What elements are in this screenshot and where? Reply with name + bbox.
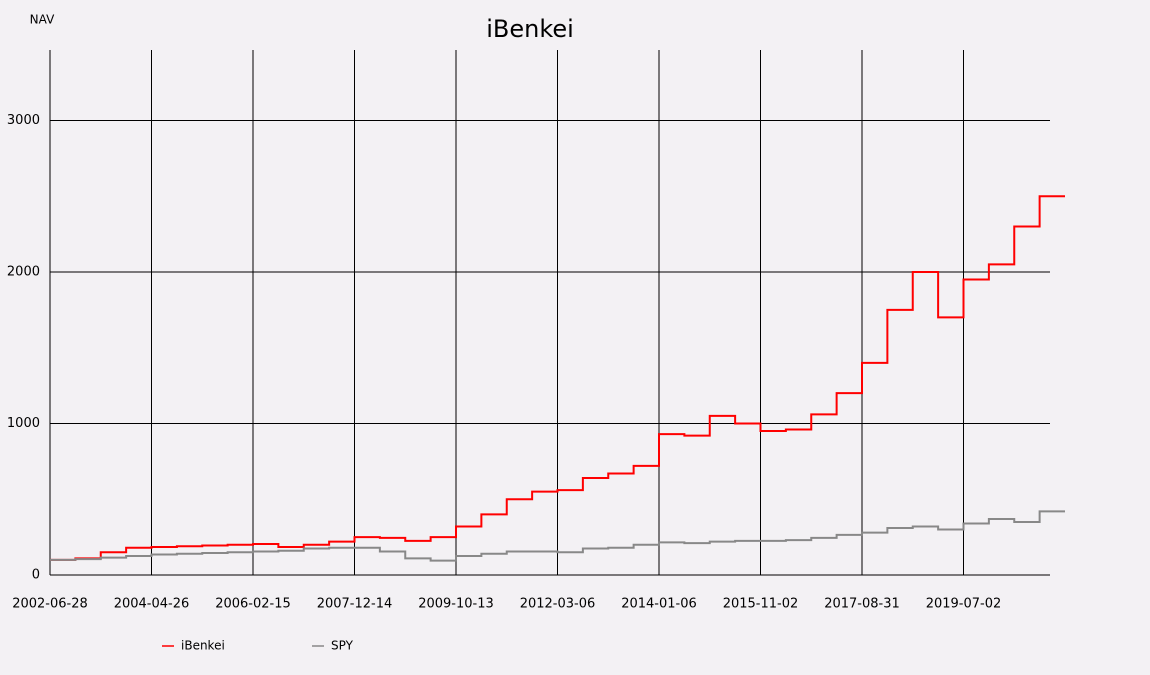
series-line [50, 195, 1065, 561]
x-tick-label: 2019-07-02 [926, 597, 1002, 612]
y-tick-label: 3000 [7, 113, 40, 128]
series-line [50, 510, 1065, 562]
x-tick-label: 2002-06-28 [12, 597, 88, 612]
legend-label: SPY [331, 639, 354, 653]
legend-label: iBenkei [181, 639, 225, 653]
x-tick-label: 2014-01-06 [621, 597, 697, 612]
y-tick-label: 1000 [7, 416, 40, 431]
x-tick-label: 2017-08-31 [824, 597, 900, 612]
y-tick-label: 2000 [7, 264, 40, 279]
x-tick-label: 2015-11-02 [723, 597, 799, 612]
x-tick-label: 2009-10-13 [418, 597, 494, 612]
x-tick-label: 2007-12-14 [317, 597, 393, 612]
x-tick-label: 2004-04-26 [114, 597, 190, 612]
y-axis-label: NAV [30, 13, 55, 27]
y-tick-label: 0 [32, 568, 40, 583]
x-tick-label: 2012-03-06 [520, 597, 596, 612]
chart-title: iBenkei [486, 15, 574, 43]
x-tick-label: 2006-02-15 [215, 597, 291, 612]
